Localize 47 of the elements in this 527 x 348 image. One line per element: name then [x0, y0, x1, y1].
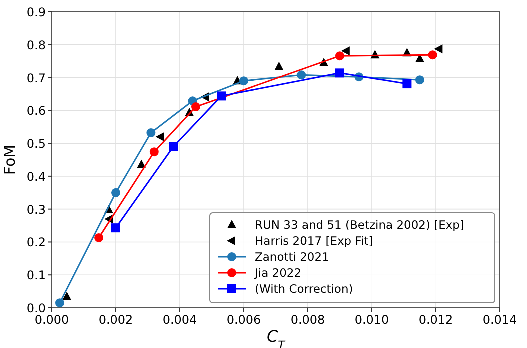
y-tick-label: 0.5	[26, 137, 46, 152]
y-tick-label: 0.1	[26, 268, 46, 283]
x-tick-label: 0.010	[354, 313, 390, 327]
point	[402, 80, 412, 89]
y-tick-label: 0.7	[26, 71, 46, 86]
point	[150, 148, 159, 157]
point	[297, 70, 306, 80]
x-tick-label: 0.000	[34, 313, 70, 327]
y-tick-label: 0.6	[26, 104, 46, 118]
legend-label: Zanotti 2021	[255, 250, 330, 264]
point	[56, 298, 64, 308]
point	[341, 46, 350, 56]
point	[217, 92, 226, 101]
legend-label: Jia 2022	[254, 266, 302, 280]
point	[112, 224, 120, 233]
x-tick-label: 0.014	[482, 313, 518, 327]
point	[428, 50, 438, 60]
point	[94, 233, 104, 242]
x-tick-label: 0.008	[290, 313, 326, 327]
y-tick-label: 0.2	[26, 236, 46, 250]
y-tick-label: 0.3	[26, 202, 46, 217]
legend-label: Harris 2017 [Exp Fit]	[255, 234, 374, 248]
point	[169, 142, 178, 152]
y-tick-label: 0.0	[26, 302, 46, 316]
x-tick-label: 0.002	[98, 313, 134, 327]
point	[240, 76, 248, 86]
point	[274, 62, 284, 70]
y-axis-title: FoM	[1, 144, 19, 176]
x-tick-label: 0.004	[162, 313, 198, 327]
y-tick-label: 0.4	[26, 170, 46, 184]
x-tick-label: 0.006	[226, 313, 262, 327]
point	[156, 132, 164, 142]
point	[192, 102, 200, 112]
point	[146, 128, 156, 138]
point	[112, 188, 120, 198]
legend-label: RUN 33 and 51 (Betzina 2002) [Exp]	[255, 218, 464, 232]
point	[336, 68, 344, 78]
point	[434, 44, 443, 54]
y-tick-label: 0.9	[26, 6, 46, 20]
point	[336, 52, 344, 61]
x-tick-label: 0.012	[418, 313, 454, 327]
y-tick-label: 0.8	[26, 38, 46, 52]
point	[416, 76, 424, 85]
point	[416, 54, 424, 63]
point	[62, 292, 72, 300]
legend-label: (With Correction)	[255, 282, 354, 296]
point	[137, 160, 146, 168]
